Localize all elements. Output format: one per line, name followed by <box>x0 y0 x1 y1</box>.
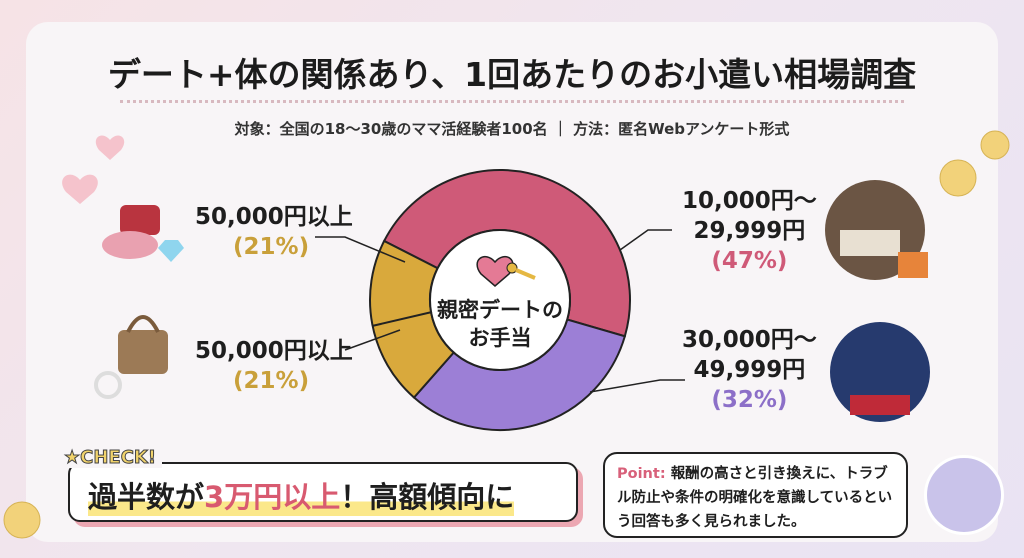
leader-line-left-bottom <box>344 329 401 351</box>
label-range: 10,000円〜 <box>682 188 817 214</box>
check-message: 過半数が3万円以上！高額傾向に <box>88 474 515 516</box>
label-range: 29,999円 <box>693 218 806 244</box>
gift-box-icon <box>102 205 184 262</box>
label-left-top: 50,000円以上 (21%) <box>195 202 353 262</box>
msg-highlight: 3万円以上 <box>204 480 341 514</box>
donut-hole <box>429 229 571 371</box>
woman-avatar <box>924 455 1004 535</box>
check-tag: ★CHECK! <box>58 447 163 469</box>
gold-divider <box>371 311 433 327</box>
leader-line-left-top <box>315 236 406 263</box>
handbag-icon <box>94 315 168 399</box>
divider <box>120 100 904 103</box>
label-pct: (21%) <box>233 234 310 260</box>
hotel-room-image <box>825 180 928 280</box>
center-label-line2: お手当 <box>468 326 532 350</box>
point-speech-bubble: Point: 報酬の高さと引き換えに、トラブル防止や条件の明確化を意識していると… <box>603 452 908 538</box>
label-range: 30,000円〜 <box>682 327 817 353</box>
label-range: 49,999円 <box>693 357 806 383</box>
check-callout: 過半数が3万円以上！高額傾向に <box>68 462 578 522</box>
label-range: 50,000円以上 <box>195 204 353 230</box>
leader-line-right-top <box>619 229 672 251</box>
coin-icons <box>3 130 1010 539</box>
champagne-night-image <box>830 322 930 422</box>
label-pct: (21%) <box>233 368 310 394</box>
msg-part: 過半数が <box>88 480 205 514</box>
check-tag-text: CHECK! <box>80 447 157 469</box>
label-right-top: 10,000円〜 29,999円 (47%) <box>682 186 817 276</box>
chart-center-label: 親密デートの お手当 <box>430 296 570 352</box>
label-range: 50,000円以上 <box>195 338 353 364</box>
center-label-line1: 親密デートの <box>437 298 563 322</box>
leader-line-right-bottom <box>589 379 685 393</box>
point-text: 報酬の高さと引き換えに、トラブル防止や条件の明確化を意識しているという回答も多く… <box>617 466 893 530</box>
msg-part: ！高額傾向に <box>340 480 515 514</box>
star-icon: ★ <box>63 447 81 469</box>
heart-key-icon <box>476 256 536 287</box>
label-pct: (47%) <box>711 248 788 274</box>
survey-subtitle: 対象：全国の18〜30歳のママ活経験者100名 ｜ 方法：匿名Webアンケート形… <box>234 120 790 138</box>
heart-icons <box>62 135 125 204</box>
label-right-bottom: 30,000円〜 49,999円 (32%) <box>682 325 817 415</box>
page-title: デート+体の関係あり、1回あたりのお小遣い相場調査 <box>107 55 917 94</box>
label-left-bottom: 50,000円以上 (21%) <box>195 336 353 396</box>
point-label: Point: <box>617 466 666 482</box>
label-pct: (32%) <box>711 387 788 413</box>
